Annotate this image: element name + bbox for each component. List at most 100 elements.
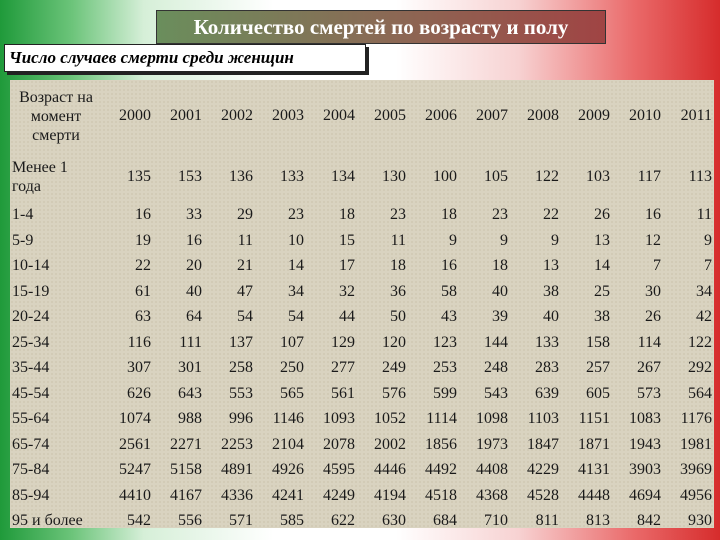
death-count-cell: 133 [280,168,304,185]
death-count-cell: 2002 [374,435,406,453]
year-column-header: 2003 [272,107,304,124]
table-row: 5-9 19 16 11 10 15 11 9 9 9 13 12 9 [10,228,714,254]
death-count-cell: 16 [441,257,457,274]
death-count-cell: 18 [339,206,355,223]
death-count-cell: 36 [390,282,406,300]
death-count-cell: 249 [382,359,406,376]
death-count-cell: 122 [688,333,712,351]
year-column-header: 2009 [578,107,610,124]
age-header-line: момент [30,107,82,125]
death-count-cell: 543 [484,384,508,402]
age-group-cell: 20-24 [12,308,50,325]
death-count-cell: 1981 [680,435,712,453]
death-count-cell: 13 [543,257,559,274]
table-subtitle: Число случаев смерти среди женщин [4,44,366,72]
deaths-table: Возраст на момент смерти 2000 2001 2002 200… [10,80,714,534]
death-count-cell: 599 [433,384,457,402]
death-count-cell: 61 [135,282,151,300]
death-count-cell: 307 [127,359,151,376]
death-count-cell: 4448 [578,486,610,504]
year-column-header: 2006 [425,107,457,124]
death-count-cell: 4694 [629,486,661,504]
age-group-cell: 75-84 [12,461,50,478]
death-count-cell: 137 [229,333,253,351]
death-count-cell: 1847 [527,435,559,453]
death-count-cell: 283 [535,359,559,376]
death-count-cell: 105 [484,168,508,185]
death-count-cell: 22 [543,206,559,223]
age-group-cell: 45-54 [12,384,50,402]
age-group-cell: 10-14 [12,257,50,274]
death-count-cell: 19 [135,231,151,249]
death-count-cell: 40 [543,308,559,325]
death-count-cell: 1871 [578,435,610,453]
table-row: 75-84 5247 5158 4891 4926 4595 4446 4492 4408 422… [10,457,714,483]
death-count-cell: 605 [586,384,610,402]
death-count-cell: 542 [127,512,151,529]
death-count-cell: 556 [178,512,202,529]
year-column-header: 2000 [119,107,151,124]
death-count-cell: 1146 [272,410,304,427]
death-count-cell: 113 [688,168,712,185]
death-count-cell: 257 [586,359,610,376]
death-count-cell: 4194 [374,486,406,504]
death-count-cell: 5247 [119,461,151,478]
death-count-cell: 4595 [323,461,355,478]
death-count-cell: 585 [280,512,304,529]
death-count-cell: 248 [484,359,508,376]
death-count-cell: 1103 [527,410,559,427]
table-header-row: Возраст на момент смерти 2000 2001 2002 200… [10,80,714,152]
age-group-cell: 25-34 [12,333,50,351]
death-count-cell: 44 [339,308,355,325]
death-count-cell: 111 [179,333,202,351]
death-count-cell: 39 [492,308,508,325]
death-count-cell: 63 [135,308,151,325]
death-count-cell: 120 [382,333,406,351]
death-count-cell: 4229 [527,461,559,478]
death-count-cell: 4528 [527,486,559,504]
age-header-line: смерти [32,126,80,144]
age-header-line: Возраст на [19,88,93,106]
death-count-cell: 9 [551,231,559,249]
age-group-cell: 15-19 [12,282,50,300]
table-row: 20-24 63 64 54 54 44 50 43 39 40 38 26 42 [10,304,714,330]
deaths-table-container: Возраст на момент смерти 2000 2001 2002 200… [10,80,714,529]
year-column-header: 2011 [680,107,712,124]
death-count-cell: 813 [586,512,610,529]
death-count-cell: 15 [339,231,355,249]
death-count-cell: 135 [127,168,151,185]
age-group-cell: 65-74 [12,435,50,453]
death-count-cell: 573 [637,384,661,402]
death-count-cell: 1943 [629,435,661,453]
death-count-cell: 267 [637,359,661,376]
death-count-cell: 42 [696,308,712,325]
death-count-cell: 11 [390,231,406,249]
death-count-cell: 7 [704,257,712,274]
death-count-cell: 11 [237,231,253,249]
death-count-cell: 58 [441,282,457,300]
death-count-cell: 129 [331,333,355,351]
age-group-cell: 1-4 [12,206,34,223]
death-count-cell: 5158 [170,461,202,478]
death-count-cell: 23 [288,206,304,223]
death-count-cell: 4131 [578,461,610,478]
death-count-cell: 1176 [680,410,712,427]
death-count-cell: 3903 [629,461,661,478]
death-count-cell: 54 [288,308,304,325]
death-count-cell: 1856 [425,435,457,453]
table-row: 25-34 116 111 137 107 129 120 123 144 133 158 114 12… [10,330,714,356]
death-count-cell: 54 [237,308,253,325]
death-count-cell: 2253 [221,435,253,453]
death-count-cell: 20 [186,257,202,274]
table-row: 85-94 4410 4167 4336 4241 4249 4194 4518 4368 452… [10,483,714,509]
death-count-cell: 33 [186,206,202,223]
death-count-cell: 626 [127,384,151,402]
death-count-cell: 301 [178,359,202,376]
death-count-cell: 18 [492,257,508,274]
death-count-cell: 7 [653,257,661,274]
death-count-cell: 4492 [425,461,457,478]
death-count-cell: 710 [484,512,508,529]
death-count-cell: 292 [688,359,712,376]
death-count-cell: 18 [441,206,457,223]
year-column-header: 2001 [170,107,202,124]
